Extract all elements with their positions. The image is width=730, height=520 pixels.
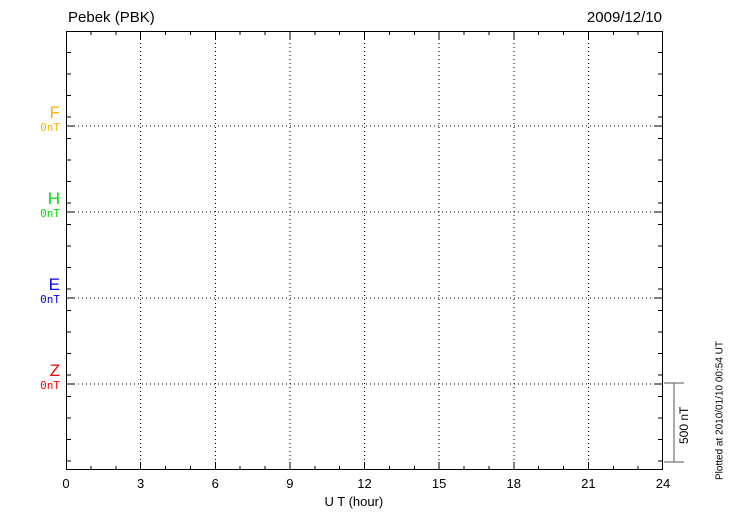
x-axis-title: U T (hour) bbox=[324, 494, 384, 509]
component-label-e: E 0nT bbox=[0, 276, 60, 305]
x-tick-label: 24 bbox=[655, 476, 671, 491]
x-tick-label: 9 bbox=[286, 476, 294, 491]
component-label-h: H 0nT bbox=[0, 190, 60, 219]
scale-bar-label: 500 nT bbox=[677, 406, 691, 444]
gridlines bbox=[66, 31, 663, 470]
component-name: Z bbox=[49, 361, 60, 380]
x-tick-label: 6 bbox=[211, 476, 219, 491]
plot-frame bbox=[66, 31, 663, 470]
x-tick-label: 18 bbox=[506, 476, 521, 491]
component-name: H bbox=[47, 189, 60, 208]
component-baseline-value: 0nT bbox=[40, 121, 60, 134]
x-tick-label: 15 bbox=[431, 476, 447, 491]
x-tick-label: 3 bbox=[137, 476, 145, 491]
component-name: F bbox=[49, 103, 60, 122]
component-baseline-value: 0nT bbox=[40, 207, 60, 220]
observation-date: 2009/12/10 bbox=[586, 9, 662, 26]
x-tick-label: 21 bbox=[581, 476, 596, 491]
component-name: E bbox=[48, 275, 60, 294]
x-tick-label: 0 bbox=[62, 476, 70, 491]
plotted-timestamp: Plotted at 2010/01/10 00:54 UT bbox=[714, 341, 726, 480]
component-label-z: Z 0nT bbox=[0, 362, 60, 391]
component-label-f: F 0nT bbox=[0, 104, 60, 133]
x-tick-label: 12 bbox=[357, 476, 372, 491]
scale-bar bbox=[664, 382, 684, 463]
station-title: Pebek (PBK) bbox=[68, 9, 155, 26]
component-baseline-value: 0nT bbox=[40, 293, 60, 306]
component-baseline-value: 0nT bbox=[40, 379, 60, 392]
